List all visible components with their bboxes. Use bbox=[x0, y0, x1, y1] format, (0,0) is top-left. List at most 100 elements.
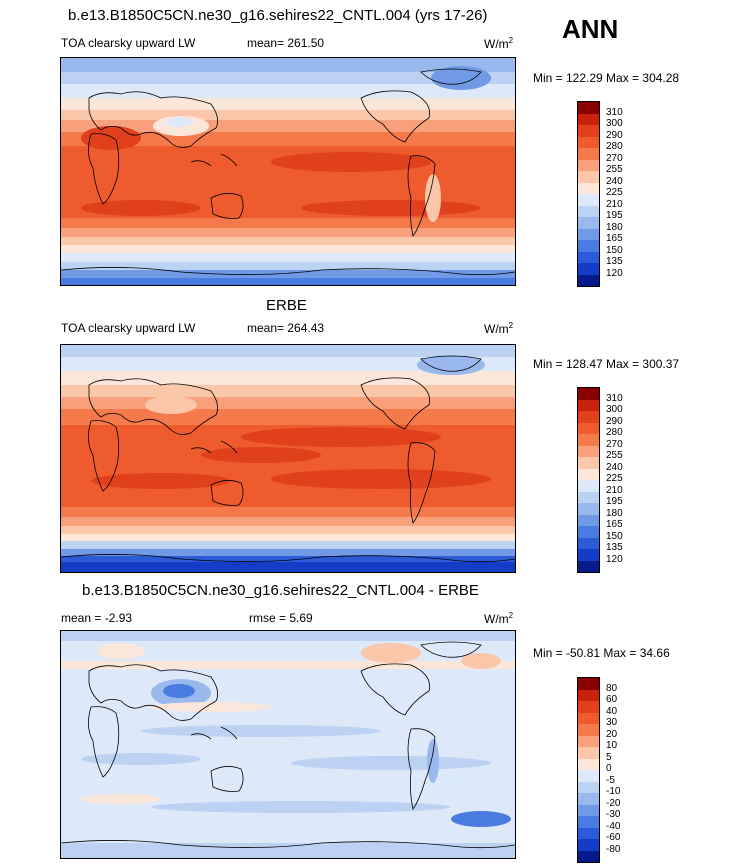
panel1-units: W/m2 bbox=[484, 36, 514, 51]
colorbar-level-label: 240 bbox=[606, 175, 623, 187]
colorbar-swatch bbox=[578, 445, 599, 457]
colorbar-swatch bbox=[578, 503, 599, 515]
colorbar-swatch bbox=[578, 689, 599, 701]
colorbar-swatch bbox=[578, 182, 599, 194]
colorbar-level-label: -40 bbox=[606, 820, 621, 832]
colorbar-swatch bbox=[578, 194, 599, 206]
colorbar-level-label: 290 bbox=[606, 129, 623, 141]
colorbar-swatch bbox=[578, 770, 599, 782]
colorbar-swatch bbox=[578, 839, 599, 851]
panel3-rmse: rmse = 5.69 bbox=[249, 611, 313, 625]
colorbar-level-label: 180 bbox=[606, 221, 623, 233]
colorbar-swatch bbox=[578, 758, 599, 770]
colorbar-swatch bbox=[578, 125, 599, 137]
colorbar-swatch bbox=[578, 549, 599, 561]
colorbar-swatch bbox=[578, 480, 599, 492]
panel2-minmax: Min = 128.47 Max = 300.37 bbox=[533, 357, 680, 371]
colorbar-level-label: 280 bbox=[606, 141, 623, 152]
colorbar-swatch bbox=[578, 491, 599, 503]
colorbar-level-label: 20 bbox=[606, 728, 618, 740]
colorbar-level-label: 255 bbox=[606, 450, 623, 461]
colorbar-swatch bbox=[578, 399, 599, 411]
colorbar-level-label: -10 bbox=[606, 786, 621, 797]
colorbar-swatch bbox=[578, 388, 599, 400]
panel1-map bbox=[60, 57, 516, 286]
colorbar-level-label: 195 bbox=[606, 210, 623, 221]
colorbar-swatch bbox=[578, 434, 599, 446]
colorbar-level-label: 40 bbox=[606, 705, 618, 717]
colorbar-swatch bbox=[578, 816, 599, 828]
colorbar-swatch bbox=[578, 735, 599, 747]
colorbar-swatch bbox=[578, 102, 599, 114]
colorbar-swatch bbox=[578, 537, 599, 549]
colorbar-swatch bbox=[578, 457, 599, 469]
colorbar-level-label: -80 bbox=[606, 843, 621, 855]
colorbar-level-label: 270 bbox=[606, 438, 623, 450]
panel3-title: b.e13.B1850C5CN.ne30_g16.sehires22_CNTL.… bbox=[82, 582, 479, 599]
panel1-title: b.e13.B1850C5CN.ne30_g16.sehires22_CNTL.… bbox=[68, 7, 488, 24]
colorbar-level-label: 135 bbox=[606, 256, 623, 267]
colorbar-level-label: 165 bbox=[606, 233, 623, 244]
panel3-map bbox=[60, 630, 516, 859]
colorbar-level-label: 60 bbox=[606, 694, 618, 705]
season-label: ANN bbox=[562, 14, 619, 44]
colorbar-level-label: -30 bbox=[606, 809, 621, 820]
colorbar-swatch bbox=[578, 274, 599, 286]
colorbar-swatch bbox=[578, 159, 599, 171]
panel2-map bbox=[60, 344, 516, 573]
panel2-map-field bbox=[61, 345, 515, 572]
colorbar-level-label: 150 bbox=[606, 244, 623, 256]
colorbar-level-label: 120 bbox=[606, 553, 623, 565]
colorbar-swatch bbox=[578, 724, 599, 736]
panel2-mean: mean= 264.43 bbox=[247, 321, 325, 335]
panel3-mean: mean = -2.93 bbox=[61, 611, 133, 625]
colorbar-level-label: 225 bbox=[606, 473, 623, 484]
colorbar-level-label: 310 bbox=[606, 392, 623, 404]
colorbar-level-label: 270 bbox=[606, 152, 623, 164]
colorbar-level-label: 150 bbox=[606, 530, 623, 542]
panel2-title: ERBE bbox=[266, 297, 307, 314]
panel2-units: W/m2 bbox=[484, 321, 514, 336]
panel1-map-field bbox=[61, 58, 515, 285]
colorbar-level-label: 195 bbox=[606, 496, 623, 507]
colorbar-swatch bbox=[578, 701, 599, 713]
colorbar-swatch bbox=[578, 422, 599, 434]
colorbar-swatch bbox=[578, 793, 599, 805]
colorbar-swatch bbox=[578, 263, 599, 275]
colorbar-swatch bbox=[578, 781, 599, 793]
colorbar-swatch bbox=[578, 136, 599, 148]
panel1-minmax: Min = 122.29 Max = 304.28 bbox=[533, 71, 680, 85]
colorbar-level-label: 300 bbox=[606, 404, 623, 415]
colorbar-level-label: 310 bbox=[606, 106, 623, 118]
colorbar-level-label: 135 bbox=[606, 542, 623, 553]
colorbar-level-label: 0 bbox=[606, 763, 612, 774]
colorbar-swatch bbox=[578, 205, 599, 217]
colorbar-swatch bbox=[578, 514, 599, 526]
colorbar-level-label: 5 bbox=[606, 751, 612, 763]
colorbar-swatch bbox=[578, 712, 599, 724]
panel1-colorbar bbox=[577, 101, 600, 287]
panel3-minmax: Min = -50.81 Max = 34.66 bbox=[533, 646, 670, 660]
colorbar-level-label: 80 bbox=[606, 682, 618, 694]
colorbar-level-label: 240 bbox=[606, 461, 623, 473]
colorbar-level-label: 120 bbox=[606, 267, 623, 279]
panel1-mean: mean= 261.50 bbox=[247, 36, 325, 50]
colorbar-swatch bbox=[578, 217, 599, 229]
colorbar-swatch bbox=[578, 468, 599, 480]
panel3-map-field bbox=[61, 631, 515, 858]
colorbar-swatch bbox=[578, 411, 599, 423]
colorbar-level-label: -5 bbox=[606, 774, 615, 786]
colorbar-level-label: 210 bbox=[606, 484, 623, 496]
colorbar-level-label: -20 bbox=[606, 797, 621, 809]
panel2-variable: TOA clearsky upward LW bbox=[61, 321, 196, 335]
colorbar-level-label: 180 bbox=[606, 507, 623, 519]
colorbar-level-label: 300 bbox=[606, 118, 623, 129]
colorbar-swatch bbox=[578, 113, 599, 125]
colorbar-swatch bbox=[578, 827, 599, 839]
panel1-variable: TOA clearsky upward LW bbox=[61, 36, 196, 50]
colorbar-level-label: 10 bbox=[606, 740, 618, 751]
colorbar-swatch bbox=[578, 804, 599, 816]
colorbar-level-label: 210 bbox=[606, 198, 623, 210]
colorbar-level-label: 30 bbox=[606, 717, 618, 728]
colorbar-swatch bbox=[578, 251, 599, 263]
